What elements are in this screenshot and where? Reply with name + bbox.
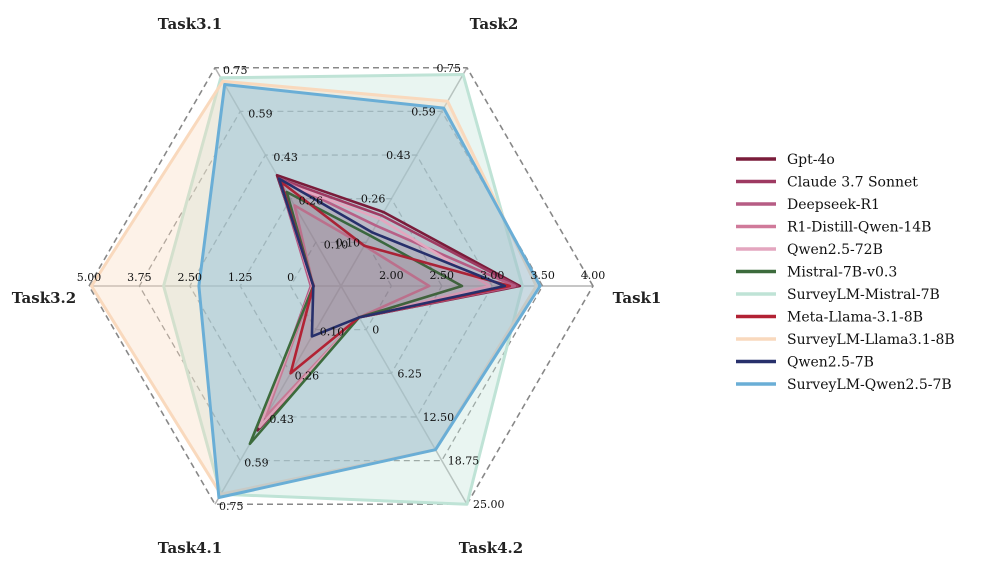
grid-ring-4 xyxy=(138,110,544,462)
tick-Task3.2-3: 3.75 xyxy=(127,271,152,284)
tick-Task1-4: 4.00 xyxy=(581,269,606,282)
tick-Task3.2-0: 0 xyxy=(287,271,294,284)
tick-Task3.1-4: 0.75 xyxy=(223,64,248,77)
tick-Task3.1-1: 0.26 xyxy=(299,195,324,208)
legend-label-qwen2-5-72b: Qwen2.5-72B xyxy=(787,242,883,258)
tick-Task2-4: 0.75 xyxy=(437,62,462,75)
tick-Task3.2-2: 2.50 xyxy=(178,271,203,284)
tick-Task1-2: 3.00 xyxy=(480,269,505,282)
axis-title-Task1: Task1 xyxy=(613,289,662,307)
legend-label-surveylm-qwen2-5-7b: SurveyLM-Qwen2.5-7B xyxy=(787,377,952,393)
tick-Task3.1-2: 0.43 xyxy=(273,151,298,164)
series-qwen2-5-7b xyxy=(277,177,507,338)
tick-Task1-3: 3.50 xyxy=(530,269,555,282)
axis-title-Task3.2: Task3.2 xyxy=(12,289,76,307)
tick-Task4.1-4: 0.75 xyxy=(219,500,244,513)
spoke-Task2 xyxy=(340,67,468,287)
series-layer xyxy=(90,73,542,506)
tick-Task2-2: 0.43 xyxy=(386,149,411,162)
tick-Task4.2-1: 6.25 xyxy=(397,367,422,380)
tick-Task4.1-2: 0.43 xyxy=(269,413,294,426)
tick-Task3.1-3: 0.59 xyxy=(248,107,273,120)
legend-label-gpt-4o: Gpt-4o xyxy=(787,152,835,168)
grid-ring-1 xyxy=(289,241,393,331)
tick-Task3.2-1: 1.25 xyxy=(228,271,253,284)
grid-ring-2 xyxy=(239,198,443,374)
tick-Task1-1: 2.50 xyxy=(430,269,455,282)
legend-label-mistral-7b-v0-3: Mistral-7B-v0.3 xyxy=(787,265,897,281)
tick-Task4.1-0: 0.10 xyxy=(320,326,345,339)
tick-Task4.2-3: 18.75 xyxy=(448,455,480,468)
legend: Gpt-4o Claude 3.7 Sonnet Deepseek-R1 R1-Dis… xyxy=(736,152,955,393)
tick-Task3.1-0: 0.10 xyxy=(324,238,349,251)
tick-Task4.2-2: 12.50 xyxy=(423,411,455,424)
tick-Task1-0: 2.00 xyxy=(379,269,404,282)
legend-label-qwen2-5-7b: Qwen2.5-7B xyxy=(787,355,874,371)
tick-Task4.2-4: 25.00 xyxy=(473,498,505,511)
axis-title-Task2: Task2 xyxy=(470,15,519,33)
tick-Task2-0: 0.10 xyxy=(336,236,361,249)
spoke-Task4.1 xyxy=(214,285,342,505)
legend-label-r1-distill-qwen-14b: R1-Distill-Qwen-14B xyxy=(787,220,931,236)
series-surveylm-qwen2-5-7b xyxy=(197,83,542,499)
legend-label-meta-llama-3-1-8b: Meta-Llama-3.1-8B xyxy=(787,310,923,326)
grid-ring-3 xyxy=(189,154,493,418)
spoke-Task4.2 xyxy=(340,285,468,505)
axis-titles: Task1 Task2 Task3.1 Task3.2 Task4.1 Task4.2 xyxy=(12,15,662,557)
tick-Task4.2-0: 0 xyxy=(372,324,379,337)
tick-Task2-1: 0.26 xyxy=(361,193,386,206)
tick-Task4.1-3: 0.59 xyxy=(244,457,269,470)
legend-label-deepseek-r1: Deepseek-R1 xyxy=(787,197,880,213)
legend-label-surveylm-llama3-1-8b: SurveyLM-Llama3.1-8B xyxy=(787,332,955,348)
axis-title-Task3.1: Task3.1 xyxy=(158,15,222,33)
axis-title-Task4.1: Task4.1 xyxy=(158,539,222,557)
tick-Task2-3: 0.59 xyxy=(411,105,436,118)
legend-label-claude-3-7-sonnet: Claude 3.7 Sonnet xyxy=(787,175,918,191)
tick-Task3.2-4: 5.00 xyxy=(77,271,102,284)
series-surveylm-mistral-7b xyxy=(162,73,524,506)
legend-label-surveylm-mistral-7b: SurveyLM-Mistral-7B xyxy=(787,287,940,303)
tick-labels: 2.00 2.50 3.00 3.50 4.00 0.10 0.26 0.43 0.59 0.75… xyxy=(77,62,606,513)
axis-title-Task4.2: Task4.2 xyxy=(459,539,523,557)
tick-Task4.1-1: 0.26 xyxy=(295,369,320,382)
